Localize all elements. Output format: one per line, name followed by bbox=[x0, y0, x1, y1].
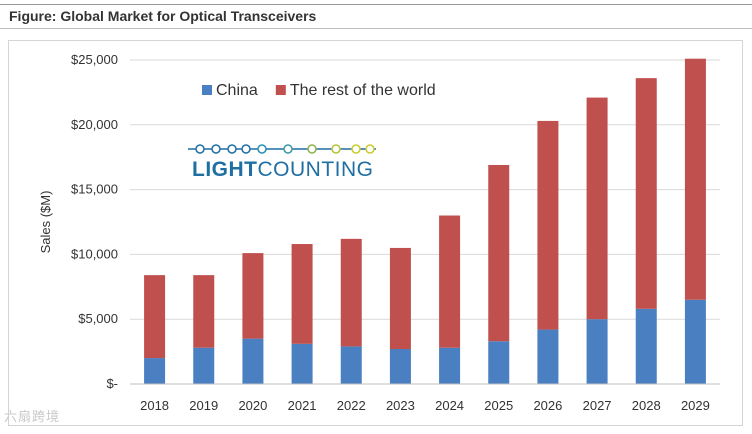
y-tick-label: $25,000 bbox=[71, 52, 118, 67]
bar-rest-of-world bbox=[586, 97, 608, 320]
y-tick-label: $10,000 bbox=[71, 246, 118, 261]
x-tick-label: 2018 bbox=[140, 398, 169, 413]
bar-china bbox=[586, 319, 608, 384]
logo-text-counting: COUNTING bbox=[257, 158, 374, 181]
bar-rest-of-world bbox=[340, 238, 362, 347]
legend-swatch-china bbox=[202, 85, 212, 95]
x-tick-label: 2028 bbox=[632, 398, 661, 413]
logo-text-light: LIGHT bbox=[192, 158, 258, 181]
bar-china bbox=[340, 346, 362, 384]
x-tick-label: 2022 bbox=[337, 398, 366, 413]
x-tick-label: 2021 bbox=[288, 398, 317, 413]
watermark-text: 六扇跨境 bbox=[4, 410, 61, 425]
bar-rest-of-world bbox=[193, 275, 215, 348]
y-tick-label: $15,000 bbox=[71, 182, 118, 197]
lightcounting-logo: LIGHTCOUNTING bbox=[186, 140, 382, 184]
legend-swatch-rest-of-world bbox=[275, 85, 286, 95]
figure-title: Figure: Global Market for Optical Transc… bbox=[9, 8, 317, 24]
bar-china bbox=[488, 341, 510, 384]
x-tick-label: 2025 bbox=[484, 398, 513, 413]
bar-china bbox=[537, 329, 559, 384]
bar-rest-of-world bbox=[242, 253, 264, 339]
bar-rest-of-world bbox=[439, 215, 461, 348]
bar-china bbox=[291, 343, 313, 384]
bar-rest-of-world bbox=[537, 120, 559, 330]
bar-china bbox=[144, 358, 166, 384]
bar-rest-of-world bbox=[389, 247, 411, 350]
x-tick-label: 2024 bbox=[435, 398, 464, 413]
bar-china bbox=[242, 338, 264, 384]
x-tick-label: 2029 bbox=[681, 398, 710, 413]
bar-rest-of-world bbox=[684, 58, 706, 300]
bar-rest-of-world bbox=[291, 244, 313, 344]
x-tick-label: 2026 bbox=[533, 398, 562, 413]
bar-rest-of-world bbox=[635, 78, 657, 309]
logo-dots-icon bbox=[188, 144, 376, 154]
legend-label-china: China bbox=[216, 82, 258, 99]
bar-china bbox=[389, 349, 411, 384]
plot-frame bbox=[8, 40, 743, 426]
x-tick-label: 2023 bbox=[386, 398, 415, 413]
x-tick-label: 2020 bbox=[238, 398, 267, 413]
y-tick-label: $20,000 bbox=[71, 117, 118, 132]
bar-china bbox=[439, 347, 461, 384]
legend-label-rest-of-world: The rest of the world bbox=[290, 82, 436, 99]
bar-china bbox=[635, 308, 657, 384]
y-axis-label: Sales ($M) bbox=[38, 191, 53, 254]
logo-text: LIGHTCOUNTING bbox=[192, 158, 374, 182]
title-rule-bottom bbox=[0, 28, 752, 29]
title-rule-top bbox=[0, 4, 752, 5]
bar-china bbox=[684, 299, 706, 384]
y-tick-label: $5,000 bbox=[78, 311, 118, 326]
y-tick-label: $- bbox=[106, 376, 118, 391]
x-tick-label: 2019 bbox=[189, 398, 218, 413]
x-tick-label: 2027 bbox=[583, 398, 612, 413]
bar-rest-of-world bbox=[488, 164, 510, 342]
bar-rest-of-world bbox=[144, 275, 166, 359]
bar-china bbox=[193, 347, 215, 384]
